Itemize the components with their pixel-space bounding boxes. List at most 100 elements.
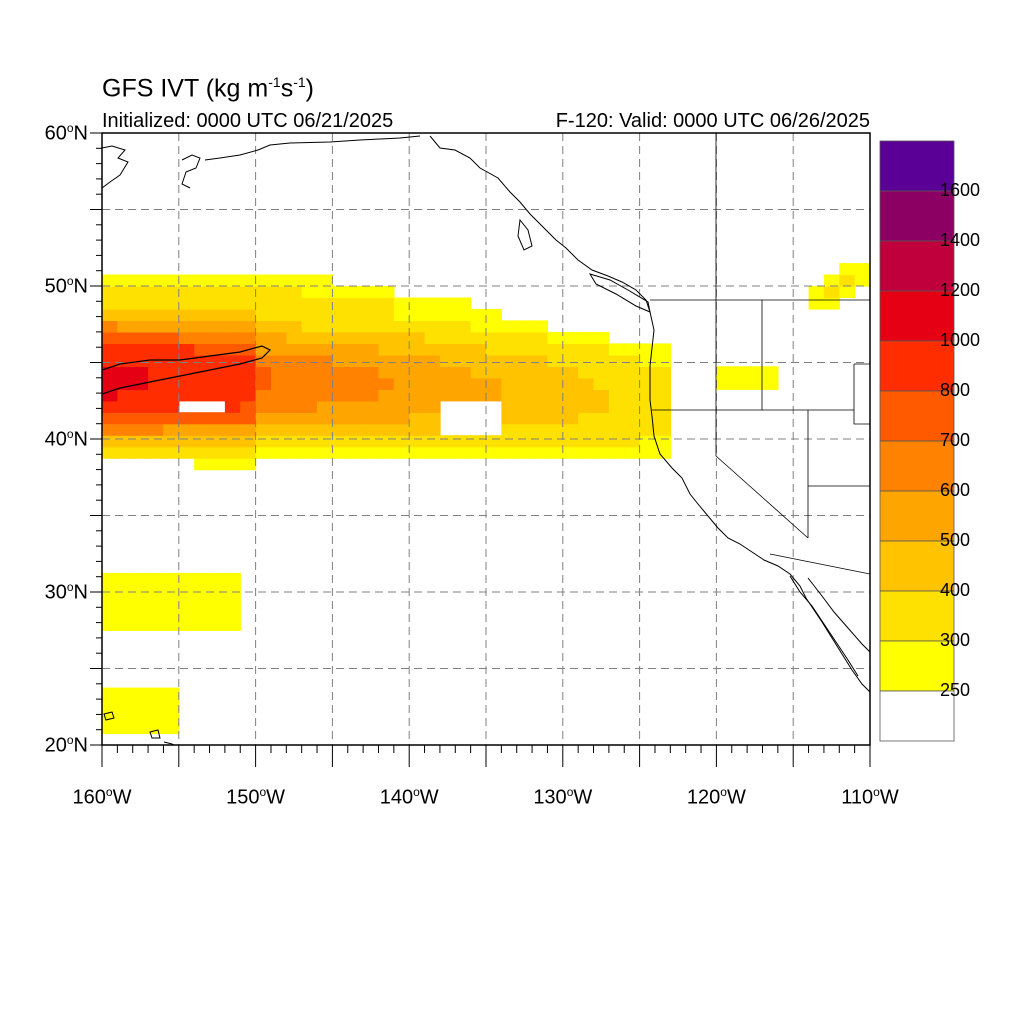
hemisphere-letter: N xyxy=(73,122,88,145)
ivt-cell xyxy=(209,595,226,608)
ivt-cell xyxy=(424,435,441,448)
ivt-cell xyxy=(439,435,456,448)
ivt-cell xyxy=(163,584,180,597)
ivt-cell xyxy=(102,286,118,299)
ivt-cell xyxy=(501,354,518,367)
ivt-cell xyxy=(578,400,595,413)
ivt-cell xyxy=(501,366,518,379)
ivt-cell xyxy=(148,400,165,413)
ivt-cell xyxy=(194,423,211,436)
ivt-cell xyxy=(271,446,287,459)
ivt-cell xyxy=(117,710,134,723)
ivt-cell xyxy=(393,377,410,390)
ivt-cell xyxy=(501,320,518,333)
ivt-cell xyxy=(532,389,549,402)
ivt-cell xyxy=(271,331,287,344)
ivt-cell xyxy=(178,572,195,585)
ivt-cell xyxy=(240,458,257,471)
degree-symbol: o xyxy=(66,580,74,594)
ivt-cell xyxy=(501,389,518,402)
ivt-cell xyxy=(593,389,610,402)
ivt-cell xyxy=(224,354,241,367)
ivt-cell xyxy=(409,320,426,333)
ivt-cell xyxy=(240,286,257,299)
ivt-cell xyxy=(194,435,211,448)
ivt-cell xyxy=(286,423,303,436)
ivt-cell xyxy=(117,354,134,367)
ivt-cell xyxy=(271,423,287,436)
ivt-cell xyxy=(286,331,303,344)
ivt-cell xyxy=(117,320,134,333)
ivt-cell xyxy=(224,412,241,425)
ivt-cell xyxy=(378,377,395,390)
ivt-cell xyxy=(393,412,410,425)
ivt-cell xyxy=(271,366,287,379)
ivt-cell xyxy=(132,699,149,712)
hemisphere-letter: W xyxy=(266,786,286,809)
lat-value: 60 xyxy=(44,122,67,145)
ivt-cell xyxy=(347,320,364,333)
alaska-coast xyxy=(102,145,129,189)
ivt-cell xyxy=(178,343,195,356)
ivt-cell xyxy=(332,389,349,402)
ivt-cell xyxy=(486,308,502,321)
ivt-cell xyxy=(455,320,472,333)
ivt-cell xyxy=(148,618,165,631)
ivt-cell xyxy=(194,274,211,287)
ivt-cell xyxy=(132,297,149,310)
ivt-cell xyxy=(486,435,502,448)
ivt-cell xyxy=(194,572,211,585)
colorbar-swatch xyxy=(879,690,955,742)
ivt-cell xyxy=(639,354,656,367)
ivt-cell xyxy=(148,595,165,608)
lat-value: 50 xyxy=(44,275,67,298)
ivt-cell xyxy=(224,389,241,402)
ivt-cell xyxy=(516,331,533,344)
ivt-cell xyxy=(363,354,380,367)
ivt-cell xyxy=(624,446,641,459)
ivt-cell xyxy=(240,446,257,459)
ivt-cell xyxy=(347,435,364,448)
ivt-cell xyxy=(286,377,303,390)
ivt-cell xyxy=(393,354,410,367)
ivt-cell xyxy=(163,274,180,287)
ivt-cell xyxy=(117,366,134,379)
ivt-cell xyxy=(731,377,748,390)
colorbar xyxy=(879,140,955,742)
ivt-cell xyxy=(470,435,487,448)
ivt-cell xyxy=(301,308,318,321)
ivt-cell xyxy=(470,331,487,344)
ivt-cell xyxy=(163,722,180,735)
ivt-cell xyxy=(363,297,380,310)
ivt-cell xyxy=(255,331,272,344)
ivt-cell xyxy=(132,618,149,631)
ivt-cell xyxy=(163,286,180,299)
ivt-cell xyxy=(317,389,333,402)
ivt-cell xyxy=(486,331,502,344)
ivt-cell xyxy=(317,423,333,436)
ivt-cell xyxy=(347,377,364,390)
ivt-cell xyxy=(532,423,549,436)
ivt-cell xyxy=(271,308,287,321)
ivt-cell xyxy=(271,400,287,413)
title-end: ) xyxy=(305,74,314,103)
ivt-cell xyxy=(132,308,149,321)
ivt-cell xyxy=(808,297,825,310)
lon-value: 160 xyxy=(72,786,106,809)
ivt-cell xyxy=(347,343,364,356)
ivt-cell xyxy=(393,331,410,344)
ivt-cell xyxy=(455,297,472,310)
ivt-cell xyxy=(593,412,610,425)
ivt-cell xyxy=(240,400,257,413)
ivt-cell xyxy=(163,389,180,402)
colorbar-label: 400 xyxy=(940,580,971,600)
ivt-cell xyxy=(578,377,595,390)
ivt-cell xyxy=(132,274,149,287)
ivt-cell xyxy=(102,423,118,436)
ivt-cell xyxy=(578,446,595,459)
ivt-cell xyxy=(148,320,165,333)
ivt-cell xyxy=(301,274,318,287)
ivt-cell xyxy=(624,389,641,402)
ivt-cell xyxy=(470,366,487,379)
ivt-cell xyxy=(102,618,118,631)
